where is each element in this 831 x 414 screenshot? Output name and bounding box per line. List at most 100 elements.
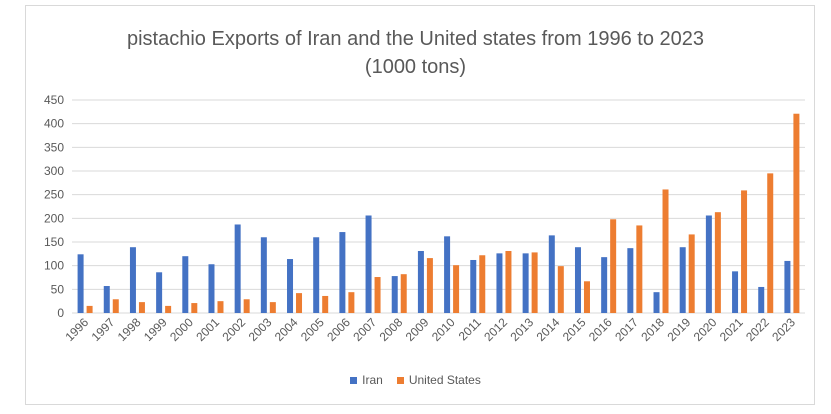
x-tick-label: 2006 [324,315,353,344]
bar-united-states [636,225,643,313]
bar-iran [103,286,110,313]
bar-iran [77,254,84,313]
bar-united-states [688,234,695,313]
x-tick-label: 2021 [717,315,746,344]
bar-united-states [662,189,669,313]
y-tick-label: 0 [57,306,64,320]
bar-iran [287,259,294,313]
bar-iran [156,272,163,313]
x-tick-label: 2023 [769,315,798,344]
bar-iran [365,215,372,313]
x-tick-label: 2012 [481,315,510,344]
x-tick-label: 2005 [298,315,327,344]
bar-united-states [217,301,224,313]
x-tick-label: 2007 [350,315,379,344]
x-tick-label: 2010 [429,315,458,344]
legend-swatch-united-states [396,376,404,384]
bar-united-states [243,299,250,313]
bar-united-states [269,302,276,313]
x-tick-label: 2017 [612,315,641,344]
x-tick-label: 1996 [62,315,91,344]
x-tick-label: 1998 [115,315,144,344]
bar-iran [548,235,555,313]
bar-united-states [374,277,381,313]
bar-united-states [348,292,355,313]
x-tick-label: 2019 [665,315,694,344]
x-tick-label: 2016 [586,315,615,344]
bar-united-states [505,250,512,313]
x-tick-label: 2003 [246,315,275,344]
bar-united-states [86,305,93,313]
bar-iran [313,237,320,313]
legend-label-iran: Iran [362,373,383,387]
bar-united-states [165,305,172,313]
legend-item-iran: Iran [350,373,383,387]
x-tick-label: 2001 [193,315,222,344]
legend-label-united-states: United States [408,373,481,387]
x-tick-label: 2020 [691,315,720,344]
bar-iran [653,292,660,313]
y-tick-label: 400 [44,117,64,131]
bar-iran [260,237,267,313]
bar-united-states [741,190,748,313]
x-tick-label: 2000 [167,315,196,344]
bar-united-states [557,266,564,313]
x-tick-label: 1997 [89,315,118,344]
bar-united-states [453,265,460,313]
legend-swatch-iran [350,376,358,384]
x-tick-label: 2022 [743,315,772,344]
bar-iran [129,247,136,313]
x-tick-label: 2009 [403,315,432,344]
bar-iran [417,250,424,313]
bar-united-states [583,281,590,313]
bar-united-states [322,295,329,313]
bar-iran [627,248,634,313]
x-tick-label: 2004 [272,315,301,344]
bar-united-states [112,299,119,313]
legend-item-united-states: United States [396,373,481,387]
bar-iran [339,232,346,313]
bar-united-states [793,113,800,313]
bar-iran [182,256,189,313]
bar-united-states [531,252,538,313]
y-tick-label: 50 [51,282,65,296]
bar-iran [705,215,712,313]
bar-iran [444,236,451,313]
bar-iran [601,257,608,313]
bar-iran [496,253,503,313]
y-tick-label: 200 [44,211,64,225]
bar-united-states [479,255,486,313]
x-tick-label: 2002 [220,315,249,344]
chart-title: pistachio Exports of Iran and the United… [126,28,704,50]
bar-iran [758,286,765,313]
bar-iran [732,271,739,313]
bar-united-states [138,302,145,313]
x-tick-label: 2008 [377,315,406,344]
bar-iran [574,247,581,313]
bar-iran [784,260,791,313]
x-tick-label: 1999 [141,315,170,344]
x-tick-label: 2013 [507,315,536,344]
bar-united-states [296,293,303,313]
bar-united-states [714,212,721,313]
bar-united-states [191,303,198,313]
bar-iran [208,264,215,313]
y-tick-label: 350 [44,140,64,154]
bar-united-states [610,219,617,313]
x-tick-label: 2015 [560,315,589,344]
bar-iran [522,253,529,313]
bar-iran [679,247,686,313]
chart-subtitle: (1000 tons) [364,56,467,78]
y-tick-label: 250 [44,188,64,202]
y-tick-label: 150 [44,235,64,249]
y-tick-label: 450 [44,93,64,107]
bar-iran [234,224,241,313]
bar-united-states [400,274,407,313]
legend: Iran United States [0,373,831,387]
bar-united-states [426,258,433,313]
x-tick-label: 2014 [534,315,563,344]
bar-iran [470,259,477,313]
y-tick-label: 100 [44,259,64,273]
